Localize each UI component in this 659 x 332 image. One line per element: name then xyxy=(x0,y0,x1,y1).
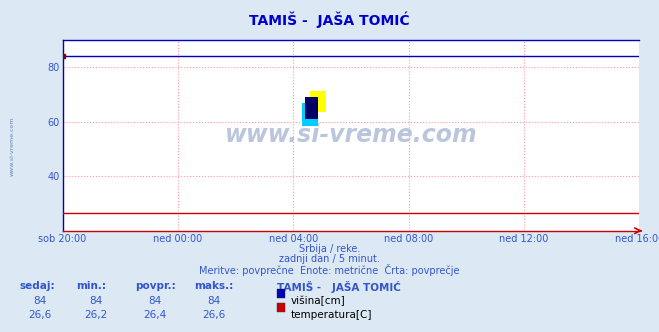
Text: višina[cm]: višina[cm] xyxy=(291,296,345,306)
Text: sedaj:: sedaj: xyxy=(20,281,55,290)
Text: 26,6: 26,6 xyxy=(28,310,51,320)
Text: 84: 84 xyxy=(89,296,102,306)
Text: maks.:: maks.: xyxy=(194,281,234,290)
Text: povpr.:: povpr.: xyxy=(135,281,176,290)
Text: 84: 84 xyxy=(208,296,221,306)
Text: www.si-vreme.com: www.si-vreme.com xyxy=(225,123,477,147)
Text: TAMIŠ -  JAŠA TOMIĆ: TAMIŠ - JAŠA TOMIĆ xyxy=(249,12,410,28)
Bar xyxy=(310,91,326,112)
Text: 26,2: 26,2 xyxy=(84,310,107,320)
Bar xyxy=(305,97,318,119)
Text: 84: 84 xyxy=(148,296,161,306)
Text: 26,4: 26,4 xyxy=(143,310,167,320)
Text: temperatura[C]: temperatura[C] xyxy=(291,310,372,320)
Text: 26,6: 26,6 xyxy=(202,310,226,320)
Text: TAMIŠ -   JAŠA TOMIĆ: TAMIŠ - JAŠA TOMIĆ xyxy=(277,281,401,292)
Text: 84: 84 xyxy=(33,296,46,306)
Text: www.si-vreme.com: www.si-vreme.com xyxy=(9,116,14,176)
Text: Srbija / reke.: Srbija / reke. xyxy=(299,244,360,254)
Text: zadnji dan / 5 minut.: zadnji dan / 5 minut. xyxy=(279,254,380,264)
Text: min.:: min.: xyxy=(76,281,106,290)
Bar xyxy=(302,103,318,126)
Text: Meritve: povprečne  Enote: metrične  Črta: povprečje: Meritve: povprečne Enote: metrične Črta:… xyxy=(199,264,460,276)
